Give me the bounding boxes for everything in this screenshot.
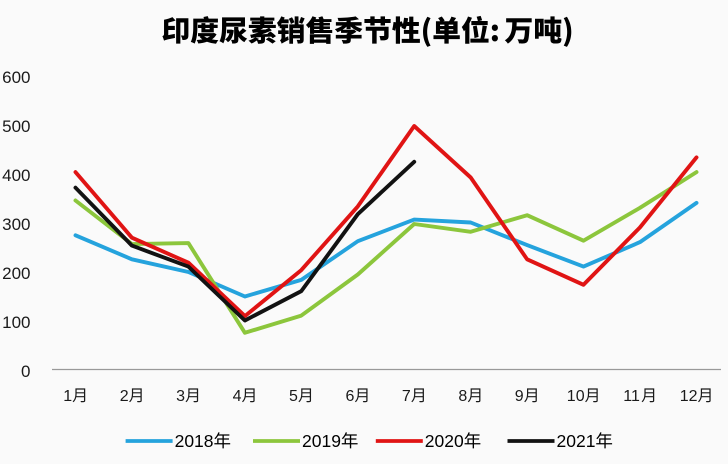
svg-text:6: 6 — [346, 388, 355, 405]
svg-text:10: 10 — [567, 388, 585, 405]
svg-text:500: 500 — [2, 117, 30, 136]
svg-text:4: 4 — [233, 388, 242, 405]
svg-text:0: 0 — [21, 362, 30, 381]
svg-text:3: 3 — [176, 388, 185, 405]
svg-text:11: 11 — [623, 388, 640, 405]
svg-text:8: 8 — [458, 388, 467, 405]
svg-text:400: 400 — [2, 166, 30, 185]
svg-text:9: 9 — [515, 388, 524, 405]
svg-text:300: 300 — [2, 215, 30, 234]
svg-text:1: 1 — [63, 388, 72, 405]
svg-text:5: 5 — [289, 388, 298, 405]
svg-text:7: 7 — [402, 388, 411, 405]
svg-text:200: 200 — [2, 264, 30, 283]
svg-text:12: 12 — [680, 388, 698, 405]
svg-text:2020: 2020 — [425, 431, 464, 451]
svg-text:2019: 2019 — [302, 431, 341, 451]
svg-text:2021: 2021 — [557, 431, 596, 451]
svg-text:2018: 2018 — [175, 431, 214, 451]
svg-text:600: 600 — [2, 68, 30, 87]
svg-text:100: 100 — [2, 313, 30, 332]
svg-text:2: 2 — [120, 388, 129, 405]
